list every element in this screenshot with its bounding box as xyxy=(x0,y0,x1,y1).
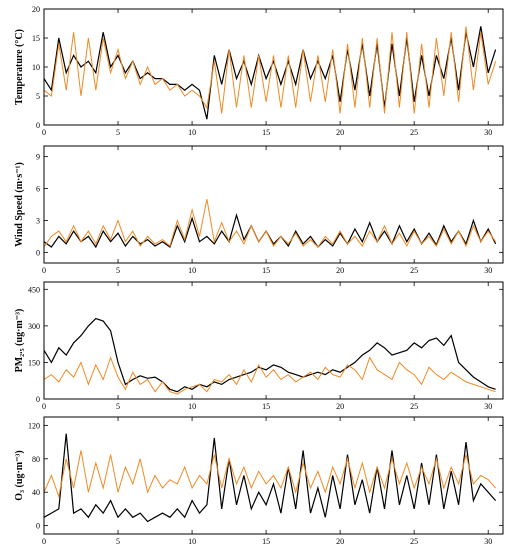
x-tick-label: 0 xyxy=(42,537,46,546)
x-tick-label: 0 xyxy=(42,128,46,137)
series-line-observed xyxy=(43,317,496,393)
series-line-simulated xyxy=(43,356,496,395)
x-tick-label: 10 xyxy=(188,128,196,137)
series-line-observed xyxy=(43,26,497,120)
x-tick-label: 25 xyxy=(410,402,418,411)
y-tick-label: 80 xyxy=(32,455,40,464)
x-tick-label: 20 xyxy=(336,266,344,275)
x-tick-label: 25 xyxy=(410,128,418,137)
x-tick-label: 20 xyxy=(336,402,344,411)
y-tick-label: 0 xyxy=(36,522,40,531)
y-tick-label: 0 xyxy=(36,121,40,130)
series-line-observed xyxy=(43,212,497,249)
series-line-simulated xyxy=(43,26,497,114)
x-tick-label: 10 xyxy=(188,402,196,411)
plot-frame xyxy=(43,281,504,400)
y-tick-label: 6 xyxy=(36,185,40,194)
y-tick-label: 0 xyxy=(36,248,40,257)
series-line-simulated xyxy=(43,450,496,499)
y-tick-label: 20 xyxy=(32,5,40,14)
y-tick-label: 150 xyxy=(28,358,40,367)
x-tick-label: 25 xyxy=(410,537,418,546)
x-tick-label: 15 xyxy=(262,128,270,137)
y-tick-label: 300 xyxy=(28,322,40,331)
y-tick-label: 10 xyxy=(32,63,40,72)
x-tick-label: 5 xyxy=(116,128,120,137)
y-axis-label: PM₂.₅ (ug·m⁻³) xyxy=(14,309,25,373)
x-tick-label: 10 xyxy=(188,266,196,275)
y-tick-label: 5 xyxy=(36,92,40,101)
y-axis-label: O₃ (ug·m⁻³) xyxy=(14,450,25,500)
y-tick-label: 40 xyxy=(32,488,40,497)
y-axis-label: Temperature (°C) xyxy=(14,29,25,105)
series-line-simulated xyxy=(43,199,497,248)
x-tick-label: 15 xyxy=(262,402,270,411)
y-tick-label: 120 xyxy=(28,421,40,430)
y-tick-label: 0 xyxy=(36,395,40,404)
x-tick-label: 30 xyxy=(484,128,492,137)
x-tick-label: 20 xyxy=(336,537,344,546)
x-tick-label: 30 xyxy=(484,537,492,546)
x-tick-label: 30 xyxy=(484,402,492,411)
y-tick-label: 15 xyxy=(32,34,40,43)
y-axis-label: Wind Speed (m·s⁻¹) xyxy=(14,162,25,247)
panel-0: 0 5 10 15 20 25 30 0 5 10 15 20 Temperature (°C) xyxy=(14,5,504,137)
plot-frame xyxy=(43,145,504,264)
panel-3: 0 5 10 15 20 25 30 0 40 80 120 O₃ (ug·m⁻³) xyxy=(14,416,504,546)
x-tick-label: 0 xyxy=(42,402,46,411)
y-tick-label: 9 xyxy=(36,153,40,162)
x-tick-label: 5 xyxy=(116,266,120,275)
x-tick-label: 30 xyxy=(484,266,492,275)
x-tick-label: 15 xyxy=(262,266,270,275)
x-tick-label: 5 xyxy=(116,402,120,411)
x-tick-label: 5 xyxy=(116,537,120,546)
y-tick-label: 3 xyxy=(36,216,40,225)
x-tick-label: 25 xyxy=(410,266,418,275)
series-line-observed xyxy=(43,433,497,523)
x-tick-label: 20 xyxy=(336,128,344,137)
plot-frame xyxy=(43,416,504,535)
x-tick-label: 0 xyxy=(42,266,46,275)
x-tick-label: 10 xyxy=(188,537,196,546)
y-tick-label: 450 xyxy=(28,285,40,294)
panel-1: 0 5 10 15 20 25 30 0 3 6 9 Wind Speed (m·s⁻¹) xyxy=(14,145,504,275)
x-tick-label: 15 xyxy=(262,537,270,546)
